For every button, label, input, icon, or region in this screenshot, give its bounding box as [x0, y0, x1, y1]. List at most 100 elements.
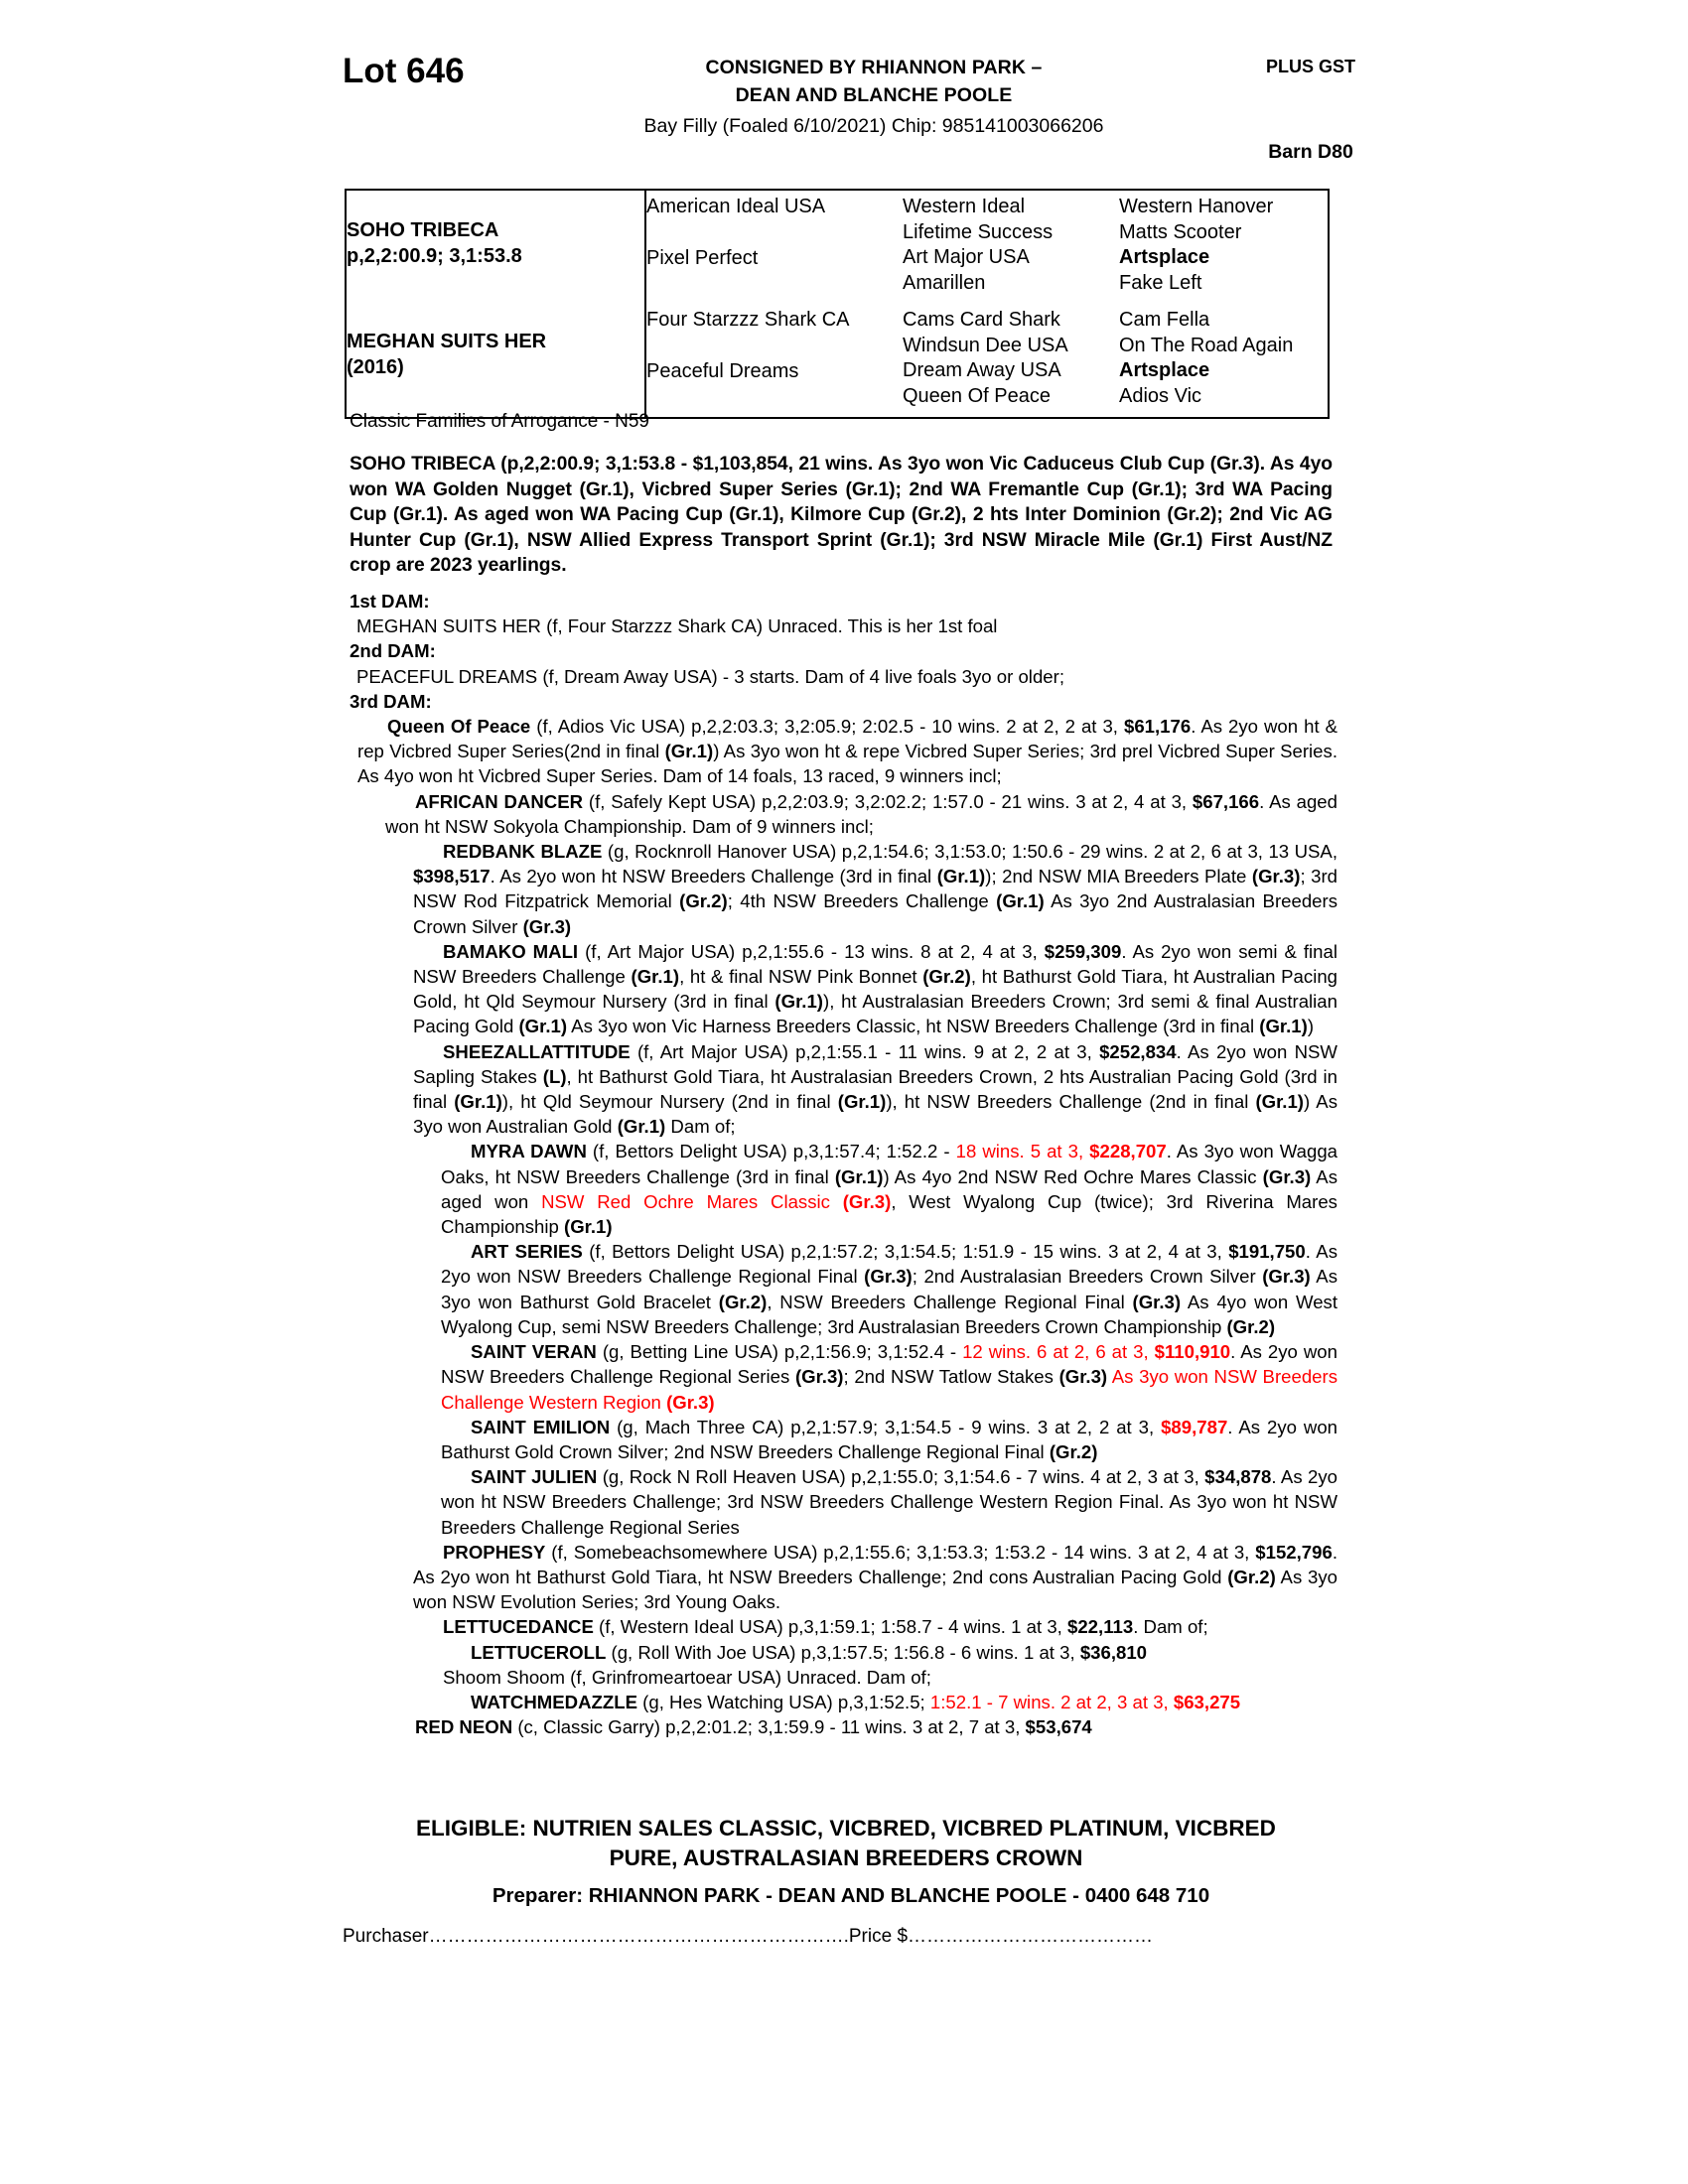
page-header: Lot 646 CONSIGNED BY RHIANNON PARK – DEA…: [0, 44, 1688, 163]
sire-gen2-0: American Ideal USA: [646, 196, 826, 217]
progeny-detail: (f, Art Major USA) p,2,1:55.6 - 13 wins.…: [413, 940, 1338, 1037]
progeny-detail: (f, Art Major USA) p,2,1:55.1 - 11 wins.…: [413, 1040, 1338, 1138]
progeny-name: Queen Of Peace: [387, 716, 531, 738]
earnings-amount: $63,275: [1173, 1691, 1241, 1712]
progeny-detail: (g, Roll With Joe USA) p,3,1:57.5; 1:56.…: [606, 1641, 1148, 1663]
grade-tag: (Gr.1): [1259, 1016, 1308, 1037]
earnings-amount: $61,176: [1123, 716, 1192, 738]
sire-performance-paragraph: SOHO TRIBECA (p,2,2:00.9; 3,1:53.8 - $1,…: [350, 454, 1333, 576]
progeny-name: SAINT VERAN: [471, 1341, 597, 1363]
grade-tag: (Gr.2): [922, 966, 971, 988]
sire-gen3-cell: Western Ideal Lifetime Success Art Major…: [903, 190, 1119, 304]
progeny-detail: (f, Bettors Delight USA) p,2,1:57.2; 3,1…: [441, 1241, 1338, 1337]
progeny-name: LETTUCEROLL: [471, 1641, 607, 1663]
progeny-detail: (f, Somebeachsomewhere USA) p,2,1:55.6; …: [413, 1541, 1338, 1613]
first-dam-text: MEGHAN SUITS HER (f, Four Starzzz Shark …: [356, 615, 998, 637]
progeny-name: PROPHESY: [443, 1541, 546, 1563]
grade-tag: (Gr.3): [1132, 1291, 1182, 1312]
progeny-name: WATCHMEDAZZLE: [471, 1691, 638, 1712]
progeny-detail: (f, Western Ideal USA) p,3,1:59.1; 1:58.…: [593, 1616, 1208, 1638]
grade-tag: (Gr.3): [666, 1391, 715, 1413]
earnings-amount: $36,810: [1079, 1641, 1148, 1663]
progeny-detail: (g, Rock N Roll Heaven USA) p,2,1:55.0; …: [441, 1466, 1338, 1538]
progeny-name: Shoom Shoom: [443, 1666, 565, 1688]
progeny-entry: Shoom Shoom (f, Grinfromeartoear USA) Un…: [350, 1665, 1337, 1690]
dam-gen4-3: Adios Vic: [1119, 384, 1202, 407]
progeny-name: LETTUCEDANCE: [443, 1616, 594, 1638]
grade-tag: (Gr.2): [1226, 1315, 1276, 1337]
eligible-line-2: PURE, AUSTRALASIAN BREEDERS CROWN: [609, 1845, 1083, 1870]
progeny-highlight: 12 wins. 6 at 2, 6 at 3, $110,910: [962, 1341, 1231, 1363]
progeny-detail-2: . As 2yo won NSW Breeders Challenge Regi…: [441, 1341, 1337, 1388]
dam-gen4-2: Artsplace: [1119, 359, 1210, 381]
progeny-detail-3: , West Wyalong Cup (twice); 3rd Riverina…: [441, 1190, 1337, 1238]
progeny-entry: MYRA DAWN (f, Bettors Delight USA) p,3,1…: [350, 1139, 1337, 1239]
progeny-list: Queen Of Peace (f, Adios Vic USA) p,2,2:…: [350, 714, 1337, 1739]
progeny-name: MYRA DAWN: [471, 1141, 587, 1162]
third-dam-label: 3rd DAM:: [350, 690, 432, 712]
dam-cell: MEGHAN SUITS HER (2016): [346, 304, 646, 418]
progeny-entry: SHEEZALLATTITUDE (f, Art Major USA) p,2,…: [350, 1039, 1337, 1140]
grade-tag: (Gr.1): [774, 991, 823, 1013]
progeny-entry: Queen Of Peace (f, Adios Vic USA) p,2,2:…: [350, 714, 1337, 789]
earnings-amount: $228,707: [1089, 1141, 1167, 1162]
progeny-detail: (f, Safely Kept USA) p,2,2:03.9; 3,2:02.…: [385, 790, 1337, 837]
dam-gen4-0: Cam Fella: [1119, 309, 1210, 331]
progeny-entry: REDBANK BLAZE (g, Rocknroll Hanover USA)…: [350, 839, 1337, 939]
horse-description: Bay Filly (Foaled 6/10/2021) Chip: 98514…: [643, 115, 1104, 137]
sire-gen4-1: Matts Scooter: [1119, 220, 1242, 243]
progeny-detail: (c, Classic Garry) p,2,2:01.2; 3,1:59.9 …: [512, 1716, 1092, 1738]
progeny-detail: (f, Bettors Delight USA) p,3,1:57.4; 1:5…: [586, 1141, 956, 1162]
earnings-amount: $34,878: [1204, 1466, 1272, 1488]
progeny-detail: (f, Grinfromeartoear USA) Unraced. Dam o…: [565, 1666, 931, 1688]
second-dam-label: 2nd DAM:: [350, 640, 436, 662]
progeny-entry: LETTUCEDANCE (f, Western Ideal USA) p,3,…: [350, 1614, 1337, 1639]
sire-gen4-3: Fake Left: [1119, 271, 1202, 294]
progeny-highlight: 18 wins. 5 at 3, $228,707: [955, 1141, 1167, 1162]
progeny-detail-2: . As 3yo won Wagga Oaks, ht NSW Breeders…: [441, 1141, 1337, 1212]
grade-tag: (Gr.2): [718, 1291, 768, 1312]
grade-tag: (Gr.1): [518, 1016, 568, 1037]
sire-record: p,2,2:00.9; 3,1:53.8: [347, 244, 522, 267]
dam-gen3-1: Windsun Dee USA: [903, 334, 1068, 356]
grade-tag: (Gr.3): [794, 1366, 844, 1388]
sire-gen4-2: Artsplace: [1119, 246, 1210, 268]
progeny-entry: WATCHMEDAZZLE (g, Hes Watching USA) p,3,…: [350, 1690, 1337, 1714]
progeny-name: SAINT JULIEN: [471, 1466, 598, 1488]
progeny-name: RED NEON: [415, 1716, 513, 1738]
grade-tag: (L): [542, 1065, 567, 1087]
progeny-detail: (g, Rocknroll Hanover USA) p,2,1:54.6; 3…: [413, 841, 1338, 937]
sire-gen3-3: Amarillen: [903, 271, 986, 294]
sire-gen4-0: Western Hanover: [1119, 196, 1274, 217]
grade-tag: (Gr.1): [631, 966, 680, 988]
progeny-name: BAMAKO MALI: [443, 940, 579, 962]
sire-gen2-1: Pixel Perfect: [646, 246, 759, 269]
progeny-highlight-2: As 3yo won NSW Breeders Challenge Wester…: [441, 1366, 1338, 1413]
progeny-highlight-2: NSW Red Ochre Mares Classic (Gr.3): [541, 1190, 892, 1212]
progeny-name: ART SERIES: [471, 1241, 583, 1263]
pedigree-row-sire: SOHO TRIBECA p,2,2:00.9; 3,1:53.8 Americ…: [346, 190, 1329, 304]
grade-tag: (Gr.1): [996, 890, 1045, 912]
progeny-entry: BAMAKO MALI (f, Art Major USA) p,2,1:55.…: [350, 939, 1337, 1039]
progeny-detail: (g, Hes Watching USA) p,3,1:52.5;: [637, 1691, 930, 1712]
progeny-highlight: 1:52.1 - 7 wins. 2 at 2, 3 at 3, $63,275: [929, 1691, 1241, 1712]
dam-gen3-3: Queen Of Peace: [903, 384, 1051, 407]
dam-gen4-cell: Cam Fella On The Road Again Artsplace Ad…: [1119, 304, 1329, 418]
grade-tag: (Gr.1): [834, 1165, 884, 1187]
progeny-name: REDBANK BLAZE: [443, 841, 603, 863]
progeny-detail-2: . As 2yo won Bathurst Gold Crown Silver;…: [441, 1416, 1337, 1462]
earnings-amount: $152,796: [1255, 1541, 1333, 1563]
dam-gen3-2: Dream Away USA: [903, 359, 1061, 381]
grade-tag: (Gr.1): [837, 1091, 887, 1113]
sire-gen3-0: Western Ideal: [903, 196, 1026, 217]
grade-tag: (Gr.3): [1058, 1366, 1108, 1388]
eligible-block: ELIGIBLE: NUTRIEN SALES CLASSIC, VICBRED…: [350, 1814, 1342, 1873]
progeny-entry: LETTUCEROLL (g, Roll With Joe USA) p,3,1…: [350, 1640, 1337, 1665]
grade-tag: (Gr.2): [1227, 1566, 1276, 1587]
grade-tag: (Gr.3): [1251, 866, 1301, 887]
eligible-line-1: ELIGIBLE: NUTRIEN SALES CLASSIC, VICBRED…: [416, 1816, 1276, 1841]
sire-gen3-2: Art Major USA: [903, 246, 1030, 268]
pedigree-table: SOHO TRIBECA p,2,2:00.9; 3,1:53.8 Americ…: [345, 189, 1330, 419]
grade-tag: (Gr.3): [522, 915, 572, 937]
